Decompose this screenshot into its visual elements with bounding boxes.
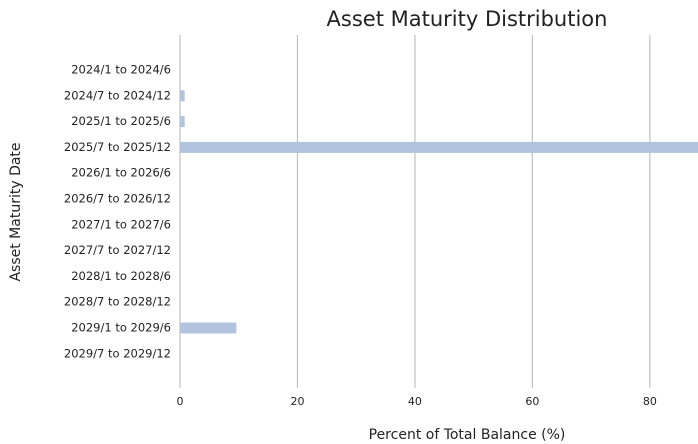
y-tick-label: 2028/1 to 2028/6 xyxy=(71,269,171,283)
grid xyxy=(179,35,651,388)
y-tick-label: 2025/1 to 2025/6 xyxy=(71,114,171,128)
bar xyxy=(180,90,185,102)
y-tick-label: 2026/1 to 2026/6 xyxy=(71,166,171,180)
x-tick-label: 80 xyxy=(643,395,657,408)
bar xyxy=(180,322,237,334)
x-axis-label: Percent of Total Balance (%) xyxy=(369,427,566,443)
y-tick-label: 2024/1 to 2024/6 xyxy=(71,63,171,77)
y-axis-label: Asset Maturity Date xyxy=(8,142,24,281)
x-tick-label: 0 xyxy=(177,395,184,408)
x-tick-label: 20 xyxy=(290,395,304,408)
y-tick-label: 2029/7 to 2029/12 xyxy=(64,346,171,360)
bars xyxy=(180,90,698,334)
bar xyxy=(180,116,185,128)
x-tick-label: 60 xyxy=(525,395,539,408)
y-tick-label: 2026/7 to 2026/12 xyxy=(64,192,171,206)
y-tick-label: 2027/7 to 2027/12 xyxy=(64,243,171,257)
y-tick-label: 2027/1 to 2027/6 xyxy=(71,217,171,231)
y-tick-label: 2029/1 to 2029/6 xyxy=(71,321,171,335)
y-tick-label: 2028/7 to 2028/12 xyxy=(64,295,171,309)
y-tick-label: 2025/7 to 2025/12 xyxy=(64,140,171,154)
x-tick-label: 40 xyxy=(408,395,422,408)
y-tick-label: 2024/7 to 2024/12 xyxy=(64,88,171,102)
chart-title: Asset Maturity Distribution xyxy=(327,7,608,31)
bar xyxy=(180,141,698,153)
